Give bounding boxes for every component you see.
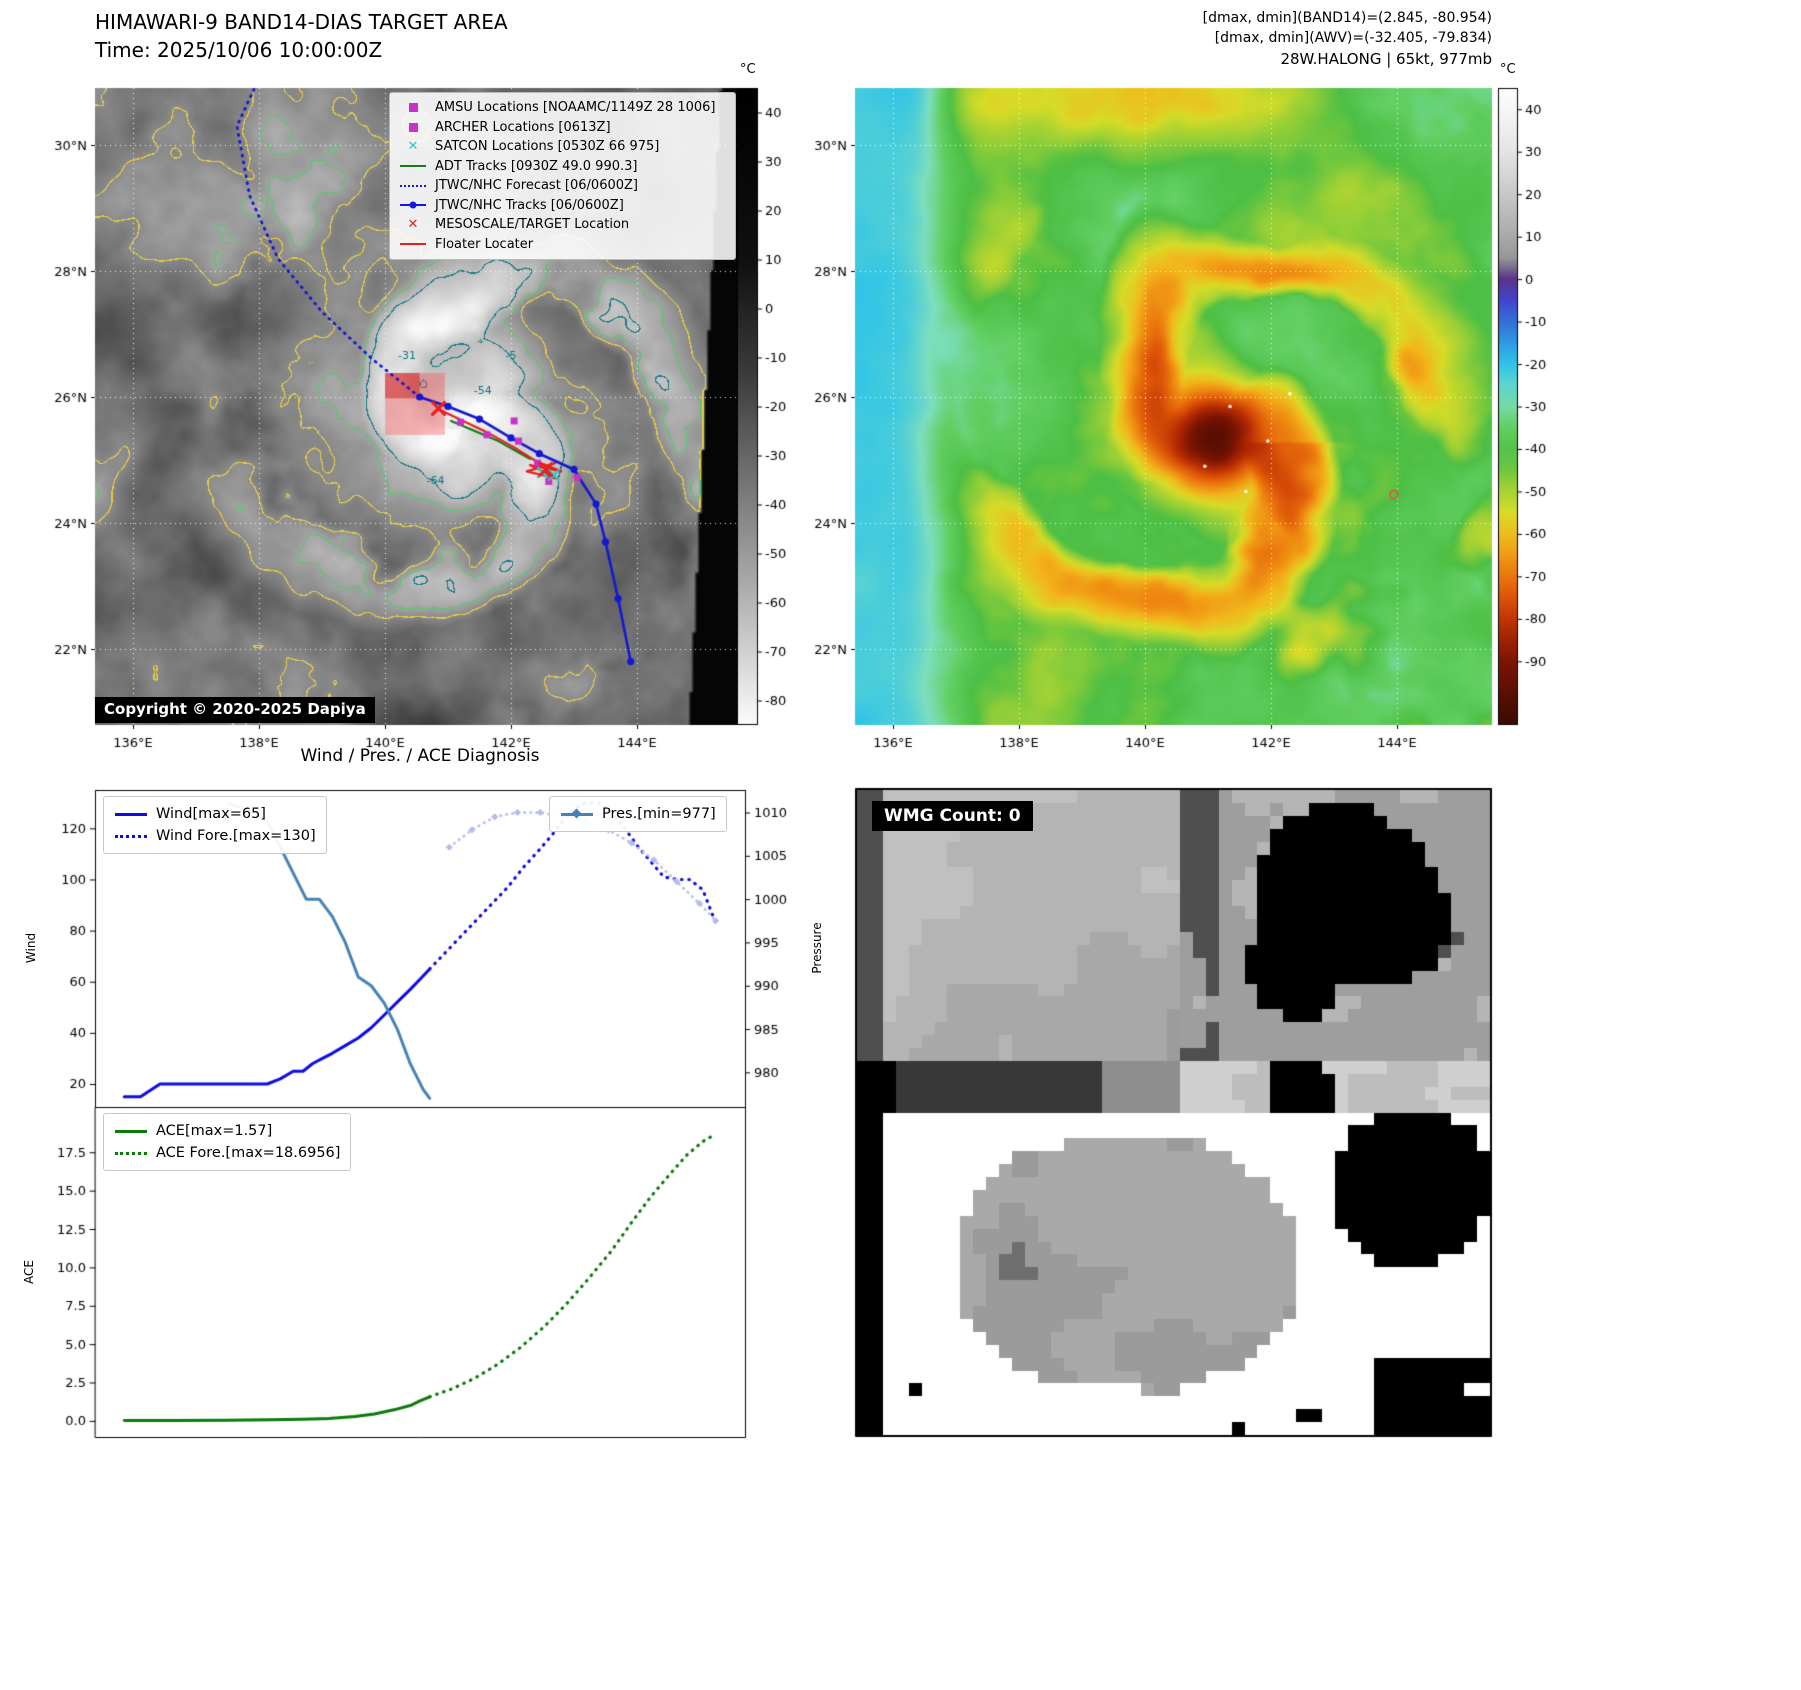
x-marker-icon: ✕ xyxy=(407,139,419,155)
diamond-marker-icon xyxy=(571,808,582,819)
dot-marker-icon xyxy=(409,201,417,209)
line-marker-icon xyxy=(398,237,428,251)
map-legend-label: MESOSCALE/TARGET Location xyxy=(435,217,630,233)
map-legend-item: Floater Locater xyxy=(398,235,727,255)
dotted-line-icon xyxy=(115,834,147,838)
map-legend-label: ARCHER Locations [0613Z] xyxy=(435,119,611,135)
dotted-marker-icon xyxy=(398,179,428,193)
map-legend-item: JTWC/NHC Tracks [06/0600Z] xyxy=(398,196,727,216)
line-marker-icon xyxy=(398,159,428,173)
legend-label: Wind[max=65] xyxy=(156,806,266,822)
legend-item: ACE[max=1.57] xyxy=(114,1120,340,1142)
legend-item: Wind[max=65] xyxy=(114,803,316,825)
map-legend-item: AMSU Locations [NOAAMC/1149Z 28 1006] xyxy=(398,98,727,118)
ace-axis-label: ACE xyxy=(22,1260,36,1284)
x-marker-icon: ✕ xyxy=(407,217,419,233)
dotted-line-icon xyxy=(115,1151,147,1155)
map-legend-item: JTWC/NHC Forecast [06/0600Z] xyxy=(398,176,727,196)
legend-label: Wind Fore.[max=130] xyxy=(156,828,316,844)
wind-axis-label: Wind xyxy=(24,932,38,964)
solid-line-icon xyxy=(115,812,147,816)
band14-title: HIMAWARI-9 BAND14-DIAS TARGET AREA xyxy=(95,10,508,34)
legend-label: Pres.[min=977] xyxy=(602,806,716,822)
wmg-count-badge: WMG Count: 0 xyxy=(872,801,1033,831)
awv-range-line: [dmax, dmin](AWV)=(-32.405, -79.834) xyxy=(1214,30,1492,46)
ace-legend: ACE[max=1.57] ACE Fore.[max=18.6956] xyxy=(103,1113,352,1171)
map-legend-label: JTWC/NHC Forecast [06/0600Z] xyxy=(435,178,638,194)
map-legend-item: ✕ MESOSCALE/TARGET Location xyxy=(398,215,727,235)
square-marker-icon xyxy=(398,101,428,115)
ace-line-swatch xyxy=(114,1124,148,1138)
map-legend-label: Floater Locater xyxy=(435,236,534,252)
pressure-legend: Pres.[min=977] xyxy=(549,796,727,832)
ace-forecast-swatch xyxy=(114,1146,148,1160)
legend-item: Wind Fore.[max=130] xyxy=(114,825,316,847)
legend-label: ACE Fore.[max=18.6956] xyxy=(156,1145,341,1161)
map-legend-item: ARCHER Locations [0613Z] xyxy=(398,118,727,138)
legend-item: ACE Fore.[max=18.6956] xyxy=(114,1142,340,1164)
band14-time-subtitle: Time: 2025/10/06 10:00:00Z xyxy=(95,38,383,62)
map-legend-item: ADT Tracks [0930Z 49.0 990.3] xyxy=(398,157,727,177)
colorbar1-unit: °C xyxy=(740,62,756,77)
wind-line-swatch xyxy=(114,807,148,821)
wind-forecast-swatch xyxy=(114,829,148,843)
map-legend-label: JTWC/NHC Tracks [06/0600Z] xyxy=(435,197,624,213)
map-legend-item: ✕ SATCON Locations [0530Z 66 975] xyxy=(398,137,727,157)
wind-legend: Wind[max=65] Wind Fore.[max=130] xyxy=(103,796,327,854)
solid-line-icon xyxy=(115,1129,147,1133)
colorbar2-unit: °C xyxy=(1500,62,1516,77)
storm-stats-header: [dmax, dmin](BAND14)=(2.845, -80.954) [d… xyxy=(1203,8,1492,69)
line-dot-marker-icon xyxy=(398,198,428,212)
map-legend-label: ADT Tracks [0930Z 49.0 990.3] xyxy=(435,158,638,174)
square-marker-icon xyxy=(398,120,428,134)
pressure-axis-label: Pressure xyxy=(810,922,824,974)
legend-item: Pres.[min=977] xyxy=(560,803,716,825)
band14-range-line: [dmax, dmin](BAND14)=(2.845, -80.954) xyxy=(1202,10,1492,26)
diagnosis-title: Wind / Pres. / ACE Diagnosis xyxy=(300,746,540,766)
legend-label: ACE[max=1.57] xyxy=(156,1123,273,1139)
copyright-label: Copyright © 2020-2025 Dapiya xyxy=(95,697,375,723)
storm-id-line: 28W.HALONG | 65kt, 977mb xyxy=(1280,50,1492,68)
pressure-line-swatch xyxy=(560,807,594,821)
map-legend-label: SATCON Locations [0530Z 66 975] xyxy=(435,139,660,155)
map-legend: AMSU Locations [NOAAMC/1149Z 28 1006] ARC… xyxy=(389,92,736,260)
map-legend-label: AMSU Locations [NOAAMC/1149Z 28 1006] xyxy=(435,100,716,116)
